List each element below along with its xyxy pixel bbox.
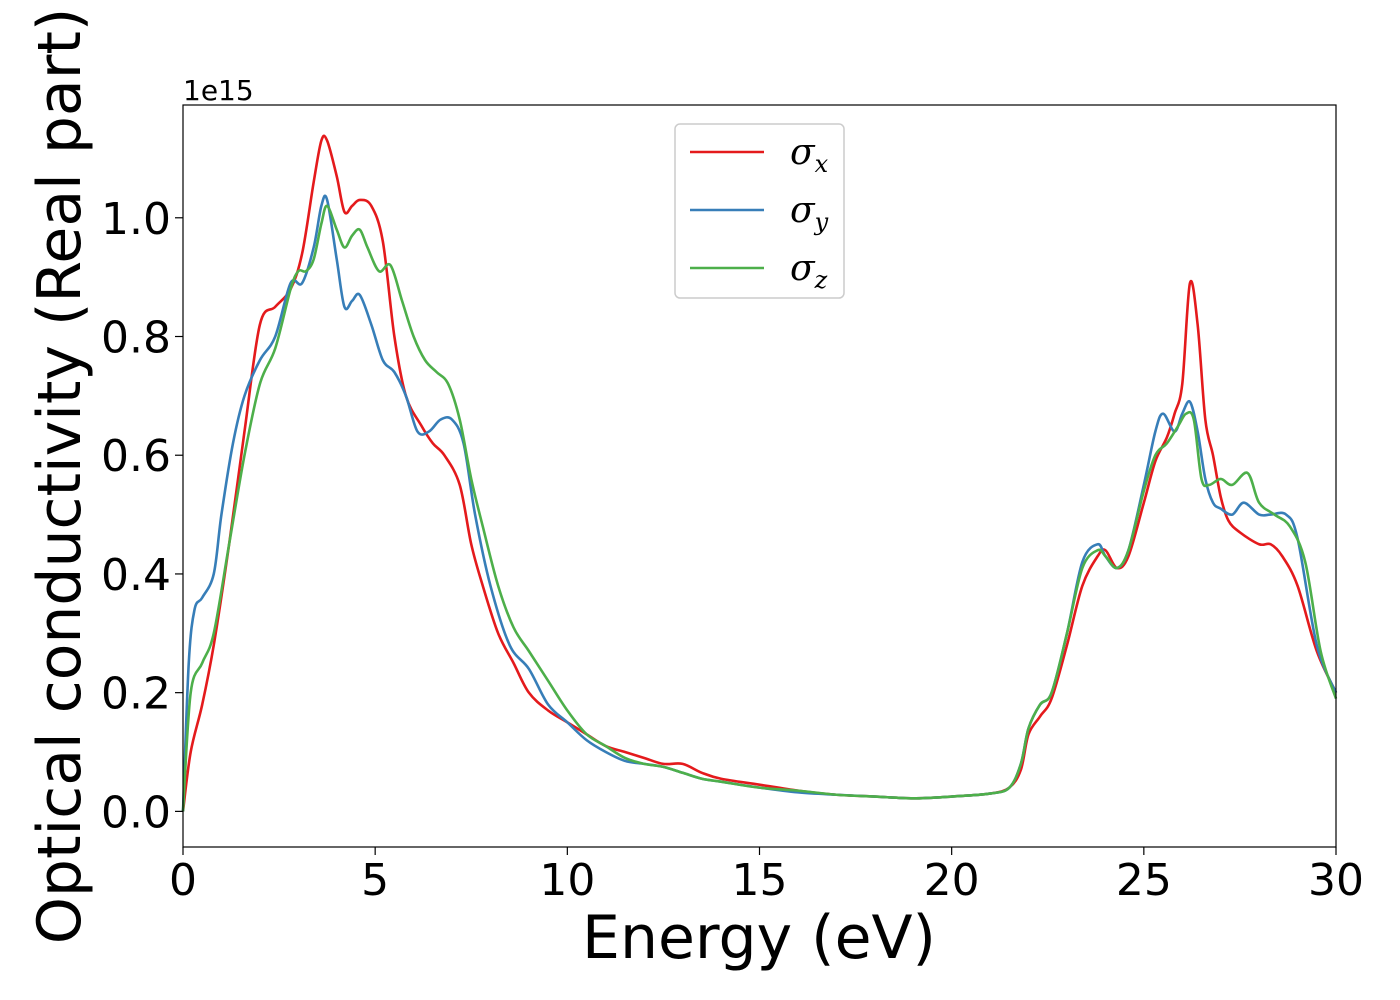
legend-label-y: σy <box>790 190 829 236</box>
x-tick-label: 10 <box>539 855 595 906</box>
x-tick-label: 30 <box>1308 855 1364 906</box>
x-tick-label: 0 <box>169 855 197 906</box>
y-tick-label: 0.4 <box>101 550 171 601</box>
y-tick-label: 0.8 <box>101 313 171 364</box>
x-axis-title: Energy (eV) <box>582 903 936 973</box>
y-axis: 0.0 0.2 0.4 0.6 0.8 1.0 <box>101 194 183 838</box>
plot-lines <box>181 134 1338 812</box>
x-tick-label: 25 <box>1116 855 1172 906</box>
x-tick-label: 15 <box>732 855 788 906</box>
y-tick-label: 0.2 <box>101 669 171 720</box>
y-axis-title: Optical conductivity (Real part) <box>25 8 95 945</box>
y-tick-label: 0.0 <box>101 787 171 838</box>
x-axis: 0 5 10 15 20 25 30 <box>169 847 1364 906</box>
series-line-z <box>181 204 1338 812</box>
legend-label-z: σz <box>790 248 828 294</box>
y-tick-label: 1.0 <box>101 194 171 245</box>
y-offset-label: 1e15 <box>183 74 254 107</box>
x-tick-label: 5 <box>361 855 389 906</box>
series-line-x <box>181 134 1338 812</box>
legend-label-x: σx <box>790 132 829 178</box>
y-tick-label: 0.6 <box>101 431 171 482</box>
legend: σx σy σz <box>674 123 845 299</box>
x-tick-label: 20 <box>924 855 980 906</box>
